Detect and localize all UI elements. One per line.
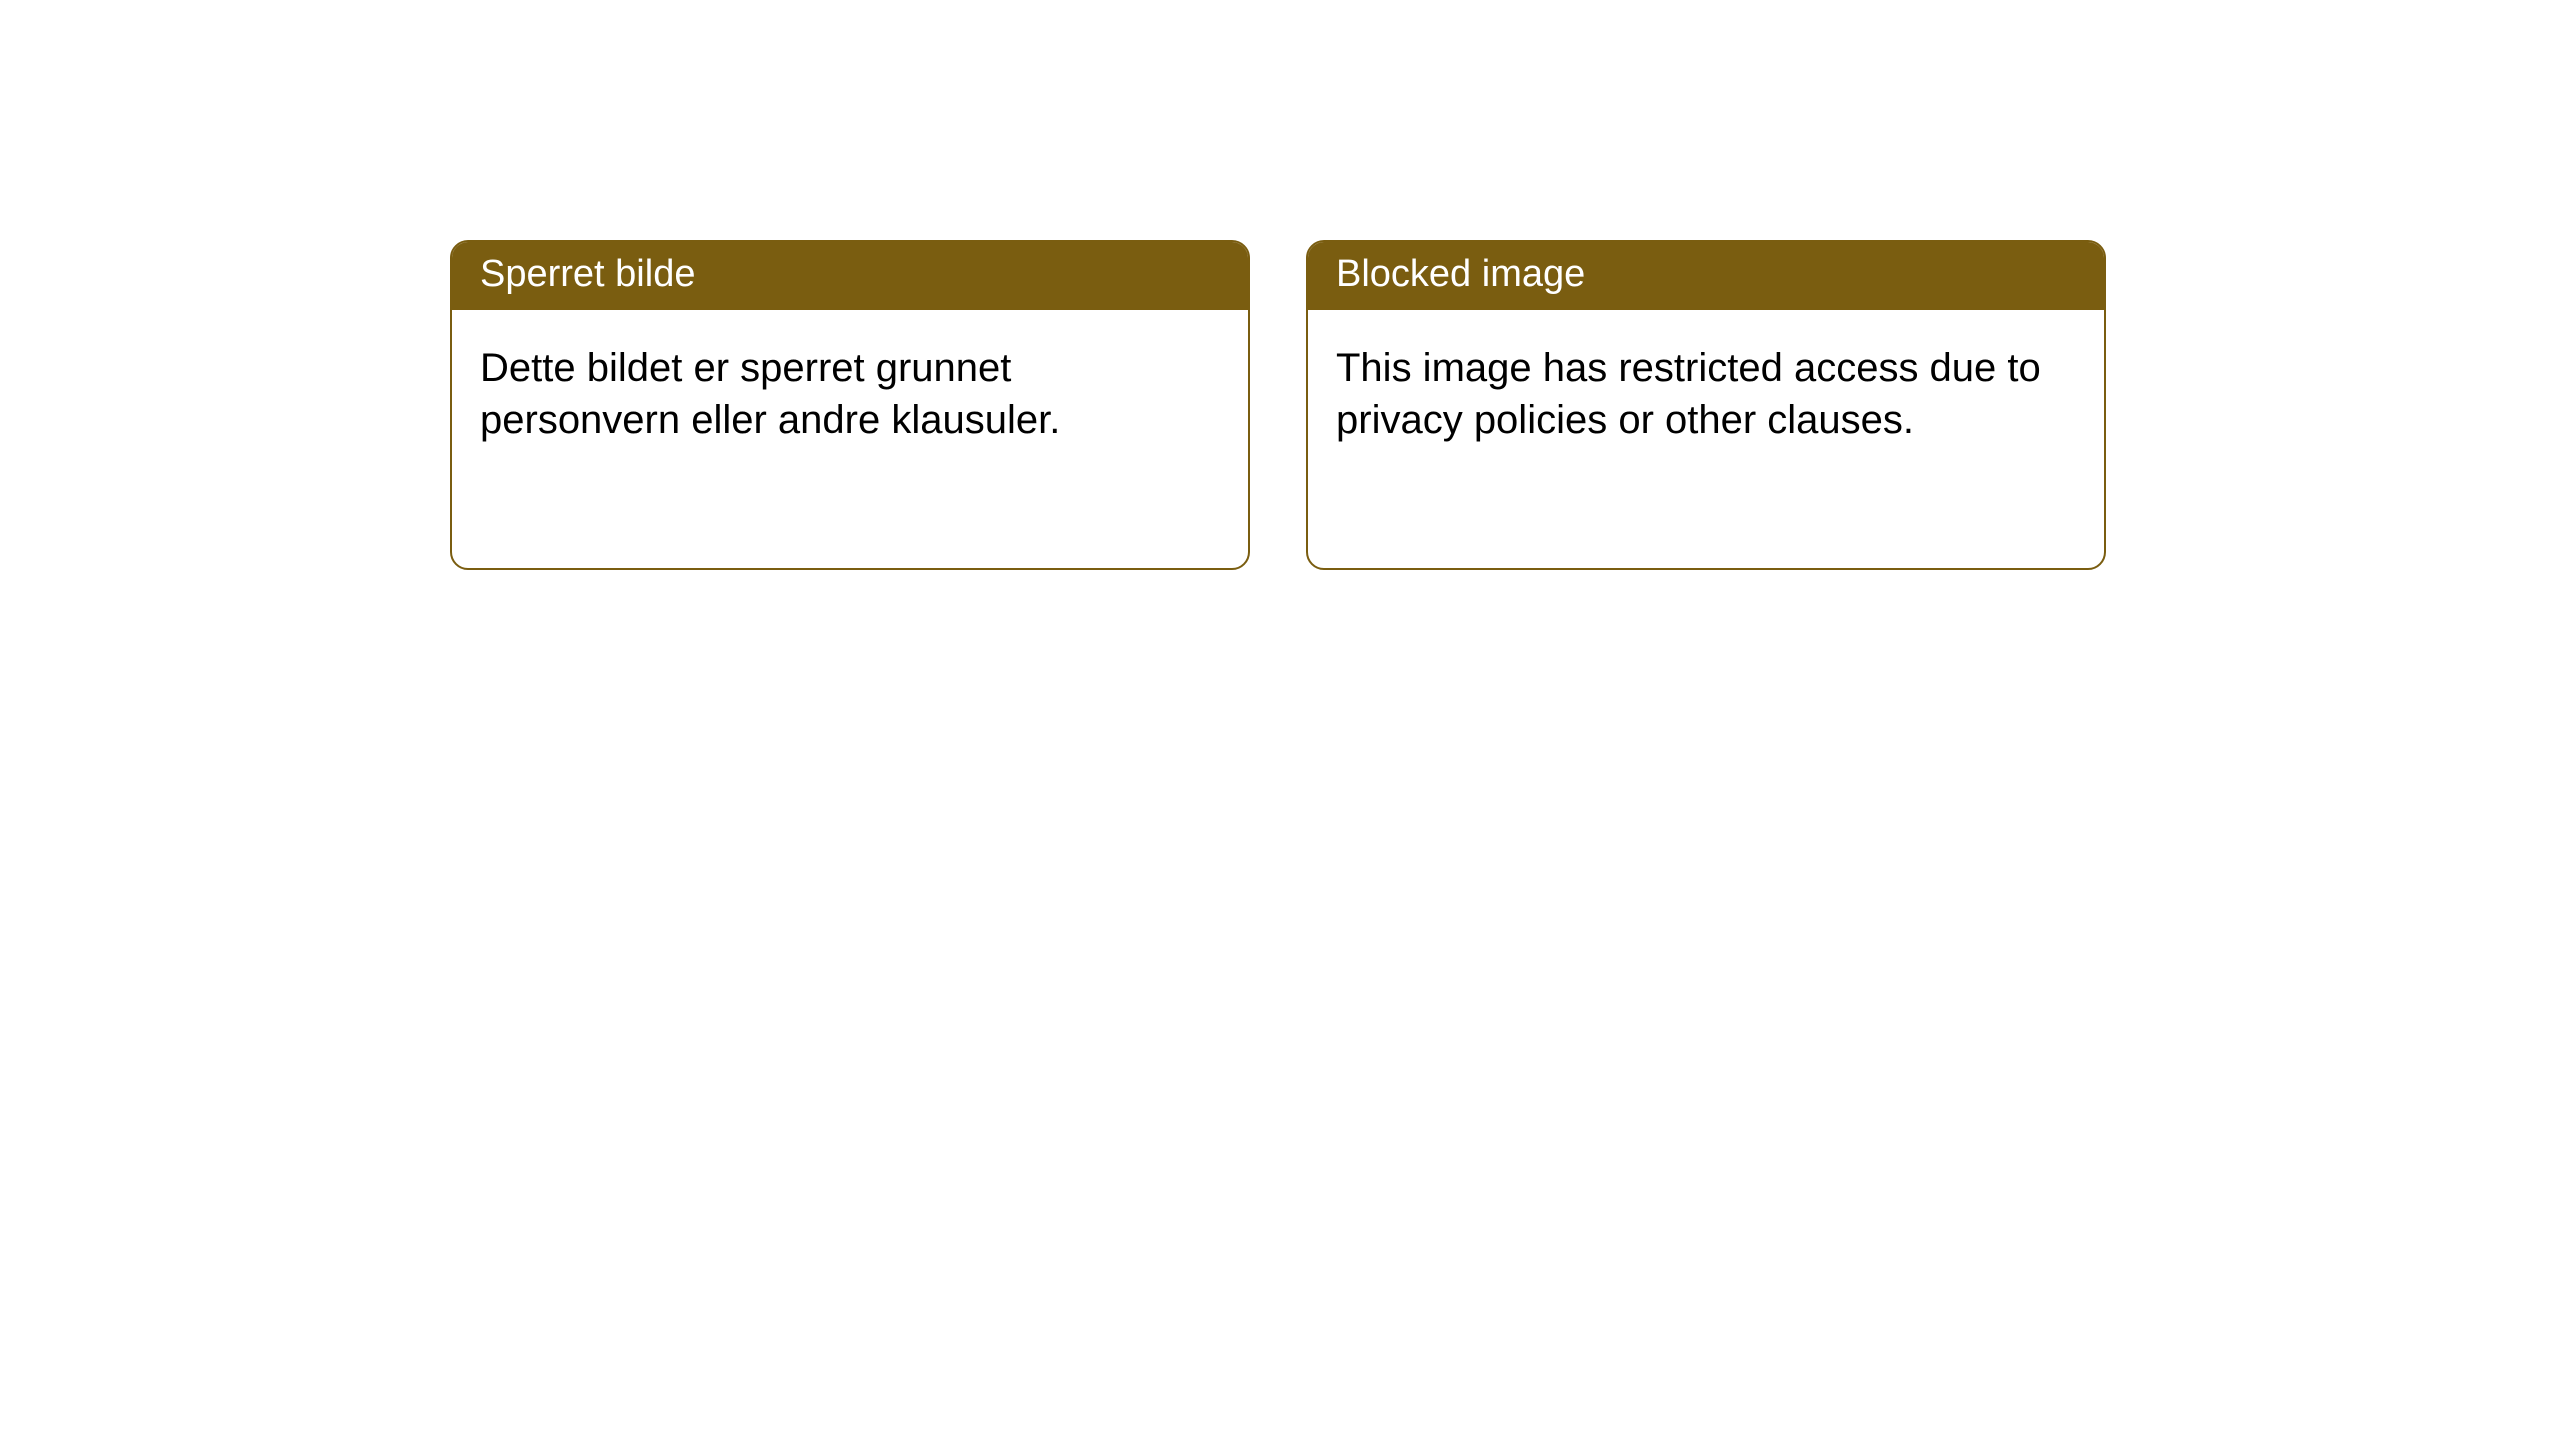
notice-card-english: Blocked image This image has restricted … xyxy=(1306,240,2106,570)
notice-card-norwegian: Sperret bilde Dette bildet er sperret gr… xyxy=(450,240,1250,570)
blocked-image-notices: Sperret bilde Dette bildet er sperret gr… xyxy=(450,240,2106,570)
notice-title-norwegian: Sperret bilde xyxy=(452,242,1248,310)
notice-title-english: Blocked image xyxy=(1308,242,2104,310)
notice-body-norwegian: Dette bildet er sperret grunnet personve… xyxy=(452,310,1248,478)
notice-body-english: This image has restricted access due to … xyxy=(1308,310,2104,478)
